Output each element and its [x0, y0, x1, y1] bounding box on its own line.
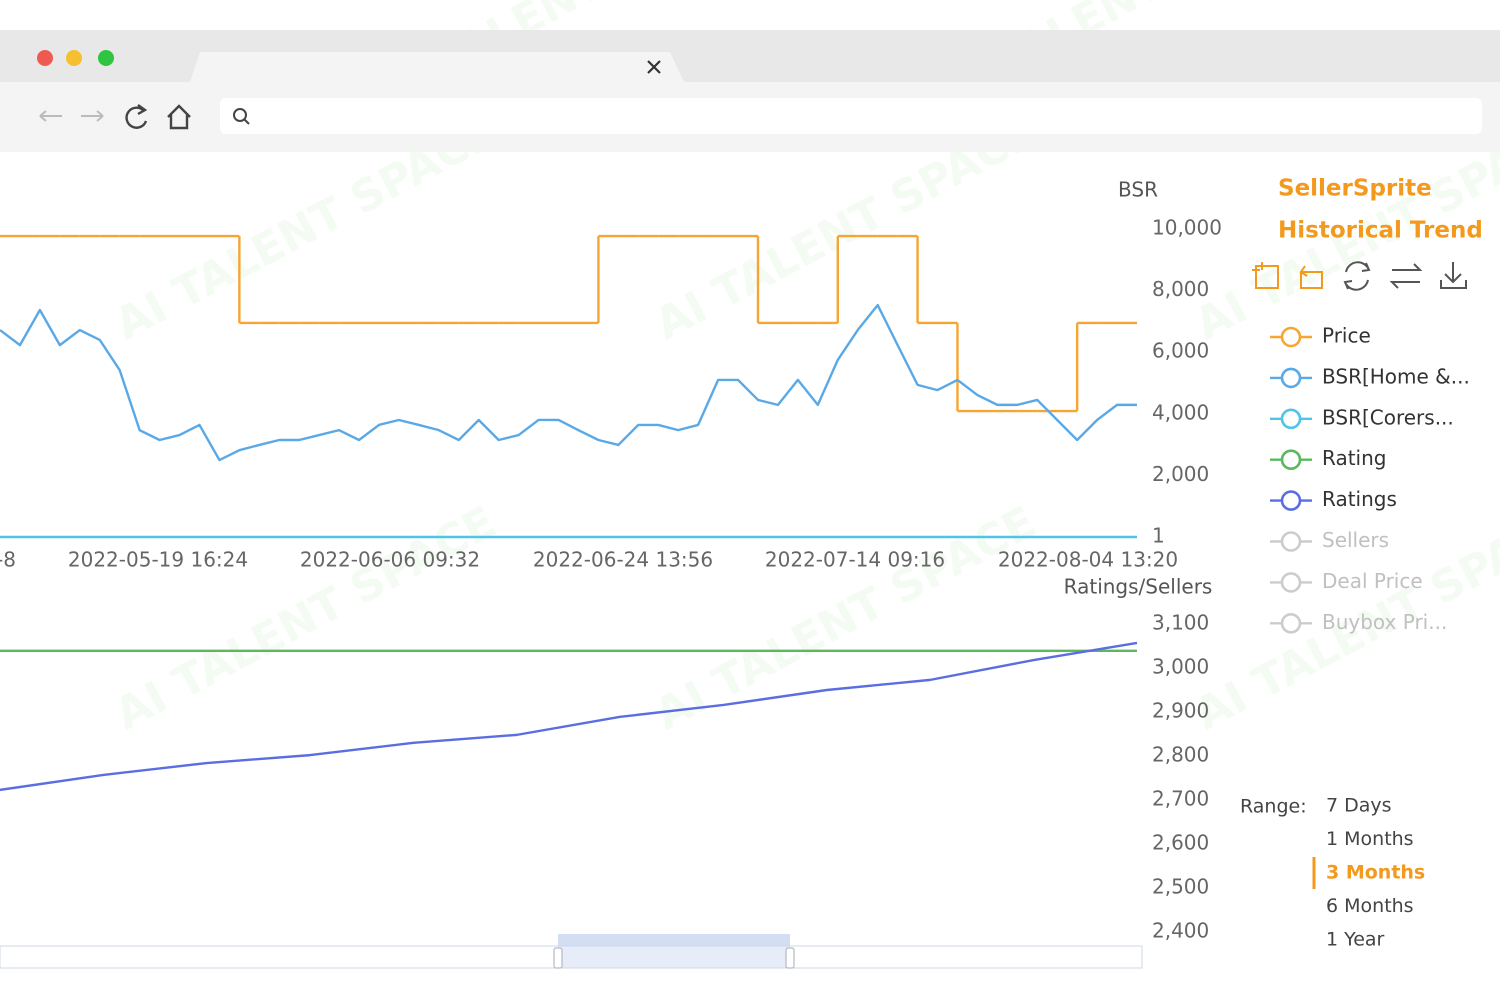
bsr-chart: BSR 1 2,000 4,000 6,000 8,000 10,000 -8 2022-05-… [0, 178, 1222, 572]
reload[interactable] [125, 104, 148, 129]
watermark: AI TALENT SPACE [647, 497, 1044, 741]
watermark: AI TALENT SPACE [107, 497, 504, 741]
y-tick-label: 10,000 [1152, 216, 1222, 240]
legend-item[interactable]: Buybox Pri... [1270, 610, 1447, 634]
legend-text: Ratings [1322, 487, 1397, 511]
y-tick-label: 2,700 [1152, 787, 1209, 811]
range-option[interactable]: 1 Year [1326, 929, 1385, 951]
toolbox-tools[interactable] [1343, 261, 1467, 291]
legend-symbol [1280, 531, 1302, 552]
legend-text: BSR[Corers... [1322, 405, 1454, 429]
y-tick-label: 2,900 [1152, 699, 1209, 723]
range-option[interactable]: 1 Months [1326, 828, 1414, 850]
page-bottom [0, 969, 1500, 1000]
address-bar[interactable] [220, 98, 1482, 134]
legend-item[interactable]: Price [1270, 324, 1371, 348]
tab-close[interactable] [647, 60, 661, 74]
y-tick-label: 3,000 [1152, 655, 1209, 679]
y-tick-label: 8,000 [1152, 277, 1209, 301]
legend-item[interactable]: Sellers [1270, 528, 1389, 552]
close-dot[interactable] [37, 50, 53, 66]
legend-item[interactable]: BSR[Home &... [1270, 364, 1470, 388]
y-tick-label: 2,500 [1152, 875, 1209, 899]
x-tick-label: 2022-07-14 09:16 [765, 548, 945, 572]
legend-symbol [1280, 408, 1302, 430]
y-tick-label: 6,000 [1152, 339, 1209, 363]
x-tick-label: 2022-08-04 13:20 [998, 548, 1178, 572]
slider-left-grip[interactable] [553, 947, 563, 969]
maximize-dot[interactable] [98, 50, 114, 66]
x-tick-label: 2022-06-24 13:56 [533, 548, 713, 572]
legend-symbol [1280, 367, 1302, 389]
legend-symbol [1280, 612, 1302, 634]
legend-text: Price [1322, 324, 1371, 348]
legend-symbol [1280, 572, 1302, 593]
back[interactable] [39, 110, 62, 122]
home[interactable] [167, 104, 191, 130]
y-tick-label: 4,000 [1152, 400, 1209, 424]
legend-symbol [1280, 449, 1302, 471]
legend-item[interactable]: Rating [1270, 446, 1386, 470]
brand: SellerSprite [1278, 176, 1432, 202]
series-line [0, 303, 1137, 462]
minimize-dot[interactable] [66, 50, 82, 66]
x-tick-label: 2022-06-06 09:32 [300, 548, 480, 572]
y-tick-label: 3,100 [1152, 611, 1209, 635]
legend-text: BSR[Home &... [1322, 364, 1470, 388]
legend-symbol [1280, 490, 1302, 511]
y-tick-label: 1 [1152, 524, 1165, 548]
y-tick-label: 2,800 [1152, 743, 1209, 767]
slider-window[interactable] [558, 946, 790, 968]
y-axis-label: BSR [1118, 178, 1158, 202]
series-line [0, 641, 1138, 792]
y-tick-label: 2,600 [1152, 831, 1209, 855]
legend-item[interactable]: Ratings [1270, 487, 1397, 511]
slider-handle[interactable] [558, 934, 790, 946]
legend-text: Deal Price [1322, 569, 1423, 593]
legend: Price BSR[Home &... BSR[Corers... Rating Rat… [1270, 324, 1470, 634]
range-label: Range: [1240, 796, 1307, 818]
y-tick-label: 2,000 [1152, 462, 1209, 486]
x-tick-label: 2022-05-19 16:24 [68, 548, 248, 572]
legend-text: Buybox Pri... [1322, 610, 1447, 634]
legend-symbol [1280, 326, 1302, 348]
legend-text: Rating [1322, 446, 1386, 470]
y-axis-label: Ratings/Sellers [1064, 575, 1213, 599]
search-icon [233, 108, 247, 122]
legend-item[interactable]: BSR[Corers... [1270, 405, 1454, 429]
range-option[interactable]: 3 Months [1326, 862, 1425, 884]
legend-item[interactable]: Deal Price [1270, 569, 1423, 593]
search-icon-handle [243, 118, 250, 125]
y-tick-label: 2,400 [1152, 919, 1209, 943]
forward[interactable] [81, 110, 104, 122]
range-option[interactable]: 6 Months [1326, 895, 1414, 917]
slider-right-grip[interactable] [785, 947, 795, 969]
range-option[interactable]: 7 Days [1326, 795, 1392, 817]
range-selector: Range: 7 Days 1 Months 3 Months 6 Months 1 Ye… [1240, 795, 1425, 951]
subtitle: Historical Trend [1278, 218, 1483, 244]
legend-text: Sellers [1322, 528, 1389, 552]
ratings-chart: Ratings/Sellers 2,400 2,500 2,600 2,700 2,800… [0, 575, 1212, 943]
x-tick-label: -8 [0, 548, 16, 572]
toolbox-zoom[interactable] [1252, 262, 1323, 289]
browser-tab[interactable] [190, 52, 684, 82]
